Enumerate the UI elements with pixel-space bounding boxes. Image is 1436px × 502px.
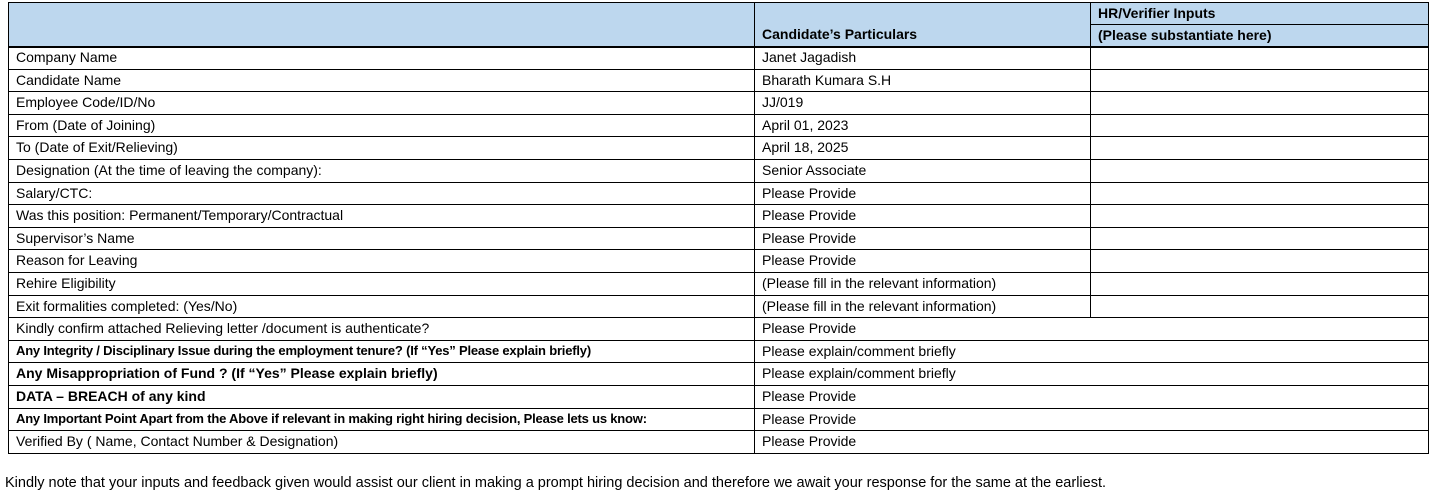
candidate-particulars-cell[interactable]: Senior Associate xyxy=(754,158,1091,183)
candidate-particulars-cell[interactable]: Please explain/comment briefly xyxy=(754,362,1429,386)
table-row: Was this position: Permanent/Temporary/C… xyxy=(8,204,1429,228)
hr-input-cell[interactable] xyxy=(1090,91,1429,115)
candidate-particulars-cell[interactable]: (Please fill in the relevant information… xyxy=(754,271,1091,296)
table-row: Any Misappropriation of Fund ? (If “Yes”… xyxy=(8,362,1429,386)
candidate-particulars-cell[interactable]: Please Provide xyxy=(754,204,1091,228)
table-row: Kindly confirm attached Relieving letter… xyxy=(8,317,1429,341)
row-label: Employee Code/ID/No xyxy=(8,91,755,115)
table-row: Supervisor’s Name Please Provide xyxy=(8,226,1429,251)
header-empty-cell xyxy=(8,2,755,48)
candidate-particulars-cell[interactable]: (Please fill in the relevant information… xyxy=(754,294,1091,319)
row-label: Designation (At the time of leaving the … xyxy=(8,158,755,183)
table-row: Exit formalities completed: (Yes/No) (Ple… xyxy=(8,294,1429,319)
table-row: From (Date of Joining) April 01, 2023 xyxy=(8,113,1429,138)
hr-input-cell[interactable] xyxy=(1090,136,1429,160)
candidate-particulars-cell[interactable]: Please Provide xyxy=(754,407,1429,432)
table-row: Designation (At the time of leaving the … xyxy=(8,158,1429,183)
hr-input-cell[interactable] xyxy=(1090,46,1429,70)
hr-input-cell[interactable] xyxy=(1090,249,1429,273)
row-label: Exit formalities completed: (Yes/No) xyxy=(8,294,755,319)
hr-input-cell[interactable] xyxy=(1090,158,1429,183)
row-label: Salary/CTC: xyxy=(8,181,755,206)
table-row: Reason for Leaving Please Provide xyxy=(8,249,1429,273)
row-label: From (Date of Joining) xyxy=(8,113,755,138)
row-label: Candidate Name xyxy=(8,68,755,93)
hr-input-cell[interactable] xyxy=(1090,181,1429,206)
hr-input-cell[interactable] xyxy=(1090,294,1429,319)
row-label: Any Integrity / Disciplinary Issue durin… xyxy=(8,339,755,364)
row-label: Kindly confirm attached Relieving letter… xyxy=(8,317,755,341)
table-row: Candidate Name Bharath Kumara S.H xyxy=(8,68,1429,93)
candidate-particulars-cell[interactable]: Please Provide xyxy=(754,317,1429,341)
table-row: Any Important Point Apart from the Above… xyxy=(8,407,1429,432)
row-label: DATA – BREACH of any kind xyxy=(8,384,755,409)
candidate-particulars-cell[interactable]: Please Provide xyxy=(754,249,1091,273)
table-row: Employee Code/ID/No JJ/019 xyxy=(8,91,1429,115)
row-label: Verified By ( Name, Contact Number & Des… xyxy=(8,430,755,454)
hr-input-cell[interactable] xyxy=(1090,271,1429,296)
candidate-particulars-cell[interactable]: Bharath Kumara S.H xyxy=(754,68,1091,93)
candidate-particulars-cell[interactable]: Janet Jagadish xyxy=(754,46,1091,70)
candidate-particulars-cell[interactable]: April 01, 2023 xyxy=(754,113,1091,138)
table-row: Any Integrity / Disciplinary Issue durin… xyxy=(8,339,1429,364)
header-hr-verifier-title: HR/Verifier Inputs xyxy=(1091,4,1428,25)
candidate-particulars-cell[interactable]: Please Provide xyxy=(754,181,1091,206)
row-label: Was this position: Permanent/Temporary/C… xyxy=(8,204,755,228)
header-row: Candidate’s Particulars HR/Verifier Inpu… xyxy=(8,2,1429,48)
row-label: Any Important Point Apart from the Above… xyxy=(8,407,755,432)
table-row: Company Name Janet Jagadish xyxy=(8,46,1429,70)
row-label: Any Misappropriation of Fund ? (If “Yes”… xyxy=(8,362,755,386)
table-row: To (Date of Exit/Relieving) April 18, 202… xyxy=(8,136,1429,160)
candidate-particulars-cell[interactable]: April 18, 2025 xyxy=(754,136,1091,160)
row-label: To (Date of Exit/Relieving) xyxy=(8,136,755,160)
header-candidates-particulars: Candidate’s Particulars xyxy=(754,2,1091,48)
hr-input-cell[interactable] xyxy=(1090,226,1429,251)
footer-note: Kindly note that your inputs and feedbac… xyxy=(5,475,1107,491)
row-label: Reason for Leaving xyxy=(8,249,755,273)
table-row: DATA – BREACH of any kind Please Provide xyxy=(8,384,1429,409)
candidate-particulars-cell[interactable]: Please Provide xyxy=(754,226,1091,251)
hr-input-cell[interactable] xyxy=(1090,204,1429,228)
candidate-particulars-cell[interactable]: JJ/019 xyxy=(754,91,1091,115)
table-row: Salary/CTC: Please Provide xyxy=(8,181,1429,206)
header-substantiate-subtitle: (Please substantiate here) xyxy=(1098,27,1272,43)
hr-input-cell[interactable] xyxy=(1090,68,1429,93)
employment-verification-table: Candidate’s Particulars HR/Verifier Inpu… xyxy=(8,2,1429,454)
row-label: Company Name xyxy=(8,46,755,70)
hr-input-cell[interactable] xyxy=(1090,113,1429,138)
table-row: Rehire Eligibility (Please fill in the re… xyxy=(8,271,1429,296)
candidate-particulars-cell[interactable]: Please explain/comment briefly xyxy=(754,339,1429,364)
row-label: Rehire Eligibility xyxy=(8,271,755,296)
candidate-particulars-cell[interactable]: Please Provide xyxy=(754,384,1429,409)
candidate-particulars-cell[interactable]: Please Provide xyxy=(754,430,1429,454)
table-row: Verified By ( Name, Contact Number & Des… xyxy=(8,430,1429,454)
row-label: Supervisor’s Name xyxy=(8,226,755,251)
header-hr-verifier-inputs: HR/Verifier Inputs (Please substantiate … xyxy=(1090,2,1429,48)
